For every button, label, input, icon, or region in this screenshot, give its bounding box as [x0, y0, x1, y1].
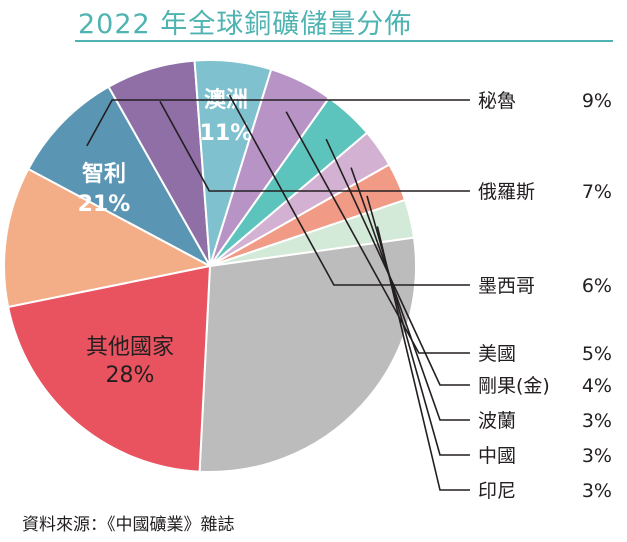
slice-value-label: 5% [582, 343, 612, 365]
slice-label: 智利 [82, 161, 126, 187]
pie-slice [26, 85, 213, 269]
slice-label: 秘魯 [478, 90, 516, 112]
source-note: 資料來源：《中國礦業》雜誌 [22, 515, 235, 535]
pie-slice [6, 264, 212, 473]
slice-value-label: 6% [582, 275, 612, 297]
slice-value-label: 11% [200, 121, 253, 146]
slice-label: 剛果(金) [478, 375, 550, 397]
leader-line [159, 101, 470, 192]
slice-value-label: 3% [582, 410, 612, 432]
pie-slice [198, 236, 417, 473]
slice-label: 中國 [478, 445, 516, 467]
leader-line [325, 138, 470, 386]
slice-label: 墨西哥 [478, 275, 535, 297]
slice-value-label: 28% [106, 363, 155, 388]
leader-line [285, 111, 470, 354]
slice-label: 美國 [478, 343, 516, 365]
slice-value-label: 3% [582, 480, 612, 502]
leader-line [228, 94, 470, 286]
slice-value-label: 21% [78, 192, 131, 217]
title-divider [75, 40, 613, 42]
pie-slice [3, 167, 213, 309]
leader-line [86, 99, 470, 147]
slice-label: 波蘭 [478, 410, 516, 432]
slice-value-label: 7% [582, 181, 612, 203]
chart-title: 2022 年全球銅礦儲量分佈 [78, 9, 413, 40]
leader-line [376, 226, 470, 491]
leader-line [350, 167, 470, 421]
slice-label: 其他國家 [86, 335, 174, 360]
slice-value-label: 4% [582, 375, 612, 397]
slice-value-label: 3% [582, 445, 612, 467]
slice-label: 俄羅斯 [478, 181, 535, 203]
slice-value-label: 9% [582, 90, 612, 112]
slice-label: 印尼 [478, 480, 516, 502]
